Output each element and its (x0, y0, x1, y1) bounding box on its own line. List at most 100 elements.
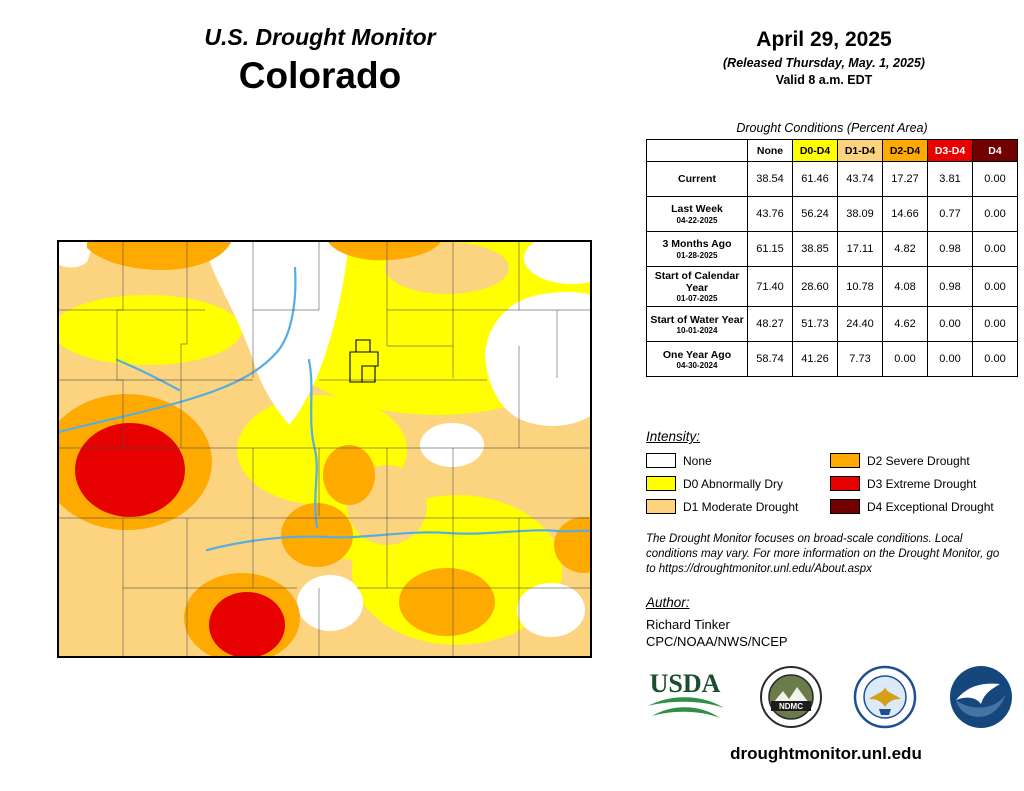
stat-cell: 0.00 (882, 341, 928, 378)
stat-cell: 0.00 (927, 341, 973, 378)
legend-column-left: None D0 Abnormally Dry D1 Moderate Droug… (646, 453, 830, 514)
stat-cell: 24.40 (837, 306, 883, 343)
state-border (57, 240, 592, 658)
col-header-d4: D4 (972, 139, 1018, 162)
commerce-seal-logo (854, 665, 917, 729)
stat-cell: 0.98 (927, 231, 973, 267)
stat-cell: 17.11 (837, 231, 883, 267)
stat-cell: 4.82 (882, 231, 928, 267)
stat-cell: 17.27 (882, 161, 928, 197)
stat-cell: 0.00 (972, 306, 1018, 343)
svg-text:USDA: USDA (650, 669, 721, 698)
table-row: Start of Calendar Year 01-07-2025 71.40 … (646, 265, 1018, 308)
author-heading: Author: (646, 595, 690, 610)
table-row: One Year Ago 04-30-2024 58.74 41.26 7.73… (646, 341, 1018, 378)
agency-logos: USDA NDMC (642, 664, 1014, 730)
row-header-current: Current (646, 161, 748, 197)
row-header-start-calendar-year: Start of Calendar Year 01-07-2025 (646, 265, 748, 308)
drought-d3-layer (75, 423, 285, 658)
colorado-drought-map (42, 225, 622, 663)
col-header-d3-d4: D3-D4 (927, 139, 973, 162)
legend-item-d3: D3 Extreme Drought (830, 476, 994, 491)
swatch-d4 (830, 499, 860, 514)
stat-cell: 51.73 (792, 306, 838, 343)
col-header-d0-d4: D0-D4 (792, 139, 838, 162)
legend-item-d0: D0 Abnormally Dry (646, 476, 830, 491)
table-row: 3 Months Ago 01-28-2025 61.15 38.85 17.1… (646, 231, 1018, 267)
stat-cell: 14.66 (882, 196, 928, 232)
colorado-map-svg (42, 225, 622, 663)
date-block: April 29, 2025 (Released Thursday, May. … (640, 28, 1008, 87)
stat-cell: 28.60 (792, 265, 838, 308)
footer-url: droughtmonitor.unl.edu (730, 744, 922, 763)
stat-cell: 56.24 (792, 196, 838, 232)
col-header-none: None (747, 139, 793, 162)
stat-cell: 4.08 (882, 265, 928, 308)
table-corner-cell (646, 139, 748, 162)
stat-cell: 0.00 (972, 265, 1018, 308)
report-title: U.S. Drought Monitor (204, 24, 436, 50)
stat-cell: 4.62 (882, 306, 928, 343)
stat-cell: 7.73 (837, 341, 883, 378)
stat-cell: 0.77 (927, 196, 973, 232)
swatch-d3 (830, 476, 860, 491)
county-boundaries (59, 242, 590, 656)
stat-cell: 0.00 (972, 196, 1018, 232)
col-header-d2-d4: D2-D4 (882, 139, 928, 162)
stat-cell: 38.85 (792, 231, 838, 267)
legend-item-d1: D1 Moderate Drought (646, 499, 830, 514)
state-name: Colorado (238, 55, 402, 96)
swatch-none (646, 453, 676, 468)
legend-title: Intensity: (646, 429, 701, 444)
stat-cell: 61.46 (792, 161, 838, 197)
release-date: (Released Thursday, May. 1, 2025) (723, 56, 925, 70)
stat-cell: 3.81 (927, 161, 973, 197)
stat-cell: 61.15 (747, 231, 793, 267)
table-row: Current 38.54 61.46 43.74 17.27 3.81 0.0… (646, 161, 1018, 197)
valid-time: Valid 8 a.m. EDT (775, 73, 873, 87)
river-lines (57, 266, 593, 552)
stat-cell: 58.74 (747, 341, 793, 378)
row-header-one-year-ago: One Year Ago 04-30-2024 (646, 341, 748, 378)
swatch-d0 (646, 476, 676, 491)
disclaimer-text: The Drought Monitor focuses on broad-sca… (646, 533, 1000, 575)
col-header-d1-d4: D1-D4 (837, 139, 883, 162)
stat-cell: 38.54 (747, 161, 793, 197)
swatch-d1 (646, 499, 676, 514)
stat-cell: 38.09 (837, 196, 883, 232)
stat-cell: 10.78 (837, 265, 883, 308)
map-date: April 29, 2025 (756, 28, 892, 51)
table-row: Start of Water Year 10-01-2024 48.27 51.… (646, 306, 1018, 343)
stat-cell: 0.00 (972, 231, 1018, 267)
ndmc-logo: NDMC (759, 666, 822, 728)
usda-logo: USDA (648, 669, 724, 718)
stat-cell: 41.26 (792, 341, 838, 378)
legend-column-right: D2 Severe Drought D3 Extreme Drought D4 … (830, 453, 994, 514)
stat-cell: 0.00 (972, 341, 1018, 378)
row-header-last-week: Last Week 04-22-2025 (646, 196, 748, 232)
row-header-start-water-year: Start of Water Year 10-01-2024 (646, 306, 748, 343)
author-org: CPC/NOAA/NWS/NCEP (646, 634, 788, 649)
stat-cell: 0.00 (927, 306, 973, 343)
row-header-3-months-ago: 3 Months Ago 01-28-2025 (646, 231, 748, 267)
stat-cell: 43.74 (837, 161, 883, 197)
stat-cell: 48.27 (747, 306, 793, 343)
intensity-legend: Intensity: None D0 Abnormally Dry D1 Mod… (646, 429, 1012, 514)
author-name: Richard Tinker (646, 617, 730, 632)
table-header-row: None D0-D4 D1-D4 D2-D4 D3-D4 D4 (646, 139, 1018, 162)
stat-cell: 0.98 (927, 265, 973, 308)
table-row: Last Week 04-22-2025 43.76 56.24 38.09 1… (646, 196, 1018, 232)
drought-conditions-table: None D0-D4 D1-D4 D2-D4 D3-D4 D4 Current … (646, 139, 1018, 378)
legend-item-d4: D4 Exceptional Drought (830, 499, 994, 514)
legend-columns: None D0 Abnormally Dry D1 Moderate Droug… (646, 453, 1012, 514)
stat-cell: 43.76 (747, 196, 793, 232)
legend-item-d2: D2 Severe Drought (830, 453, 994, 468)
noaa-logo (949, 666, 1012, 728)
stat-cell: 71.40 (747, 265, 793, 308)
swatch-d2 (830, 453, 860, 468)
title-block: U.S. Drought Monitor Colorado (30, 24, 610, 97)
svg-text:NDMC: NDMC (779, 702, 803, 711)
stat-cell: 0.00 (972, 161, 1018, 197)
table-title: Drought Conditions (Percent Area) (736, 121, 928, 135)
